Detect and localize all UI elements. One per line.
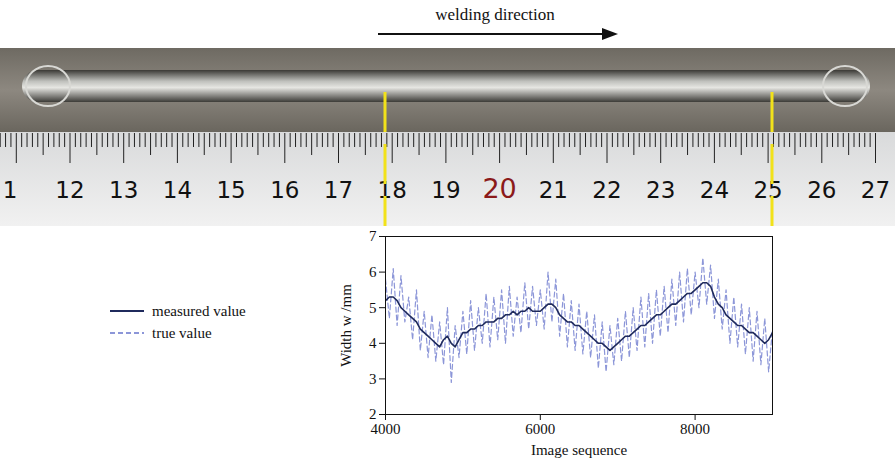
svg-text:27: 27 xyxy=(861,177,890,203)
svg-text:15: 15 xyxy=(216,177,245,203)
svg-text:6000: 6000 xyxy=(525,421,555,437)
html-text:measured value: measured value xyxy=(152,302,246,319)
svg-text:23: 23 xyxy=(646,177,675,203)
svg-text:8000: 8000 xyxy=(680,421,710,437)
svg-text:21: 21 xyxy=(539,177,568,203)
svg-text:3: 3 xyxy=(369,371,377,387)
svg-text:5: 5 xyxy=(369,300,377,316)
svg-text:25: 25 xyxy=(753,177,782,203)
svg-text:19: 19 xyxy=(431,177,460,203)
svg-text:17: 17 xyxy=(324,177,353,203)
svg-text:14: 14 xyxy=(163,177,192,203)
svg-text:4: 4 xyxy=(369,335,377,351)
svg-text:26: 26 xyxy=(807,177,836,203)
svg-text:12: 12 xyxy=(55,177,84,203)
svg-text:6: 6 xyxy=(369,264,377,280)
svg-text:24: 24 xyxy=(700,177,729,203)
svg-text:2: 2 xyxy=(369,406,377,422)
svg-text:1: 1 xyxy=(3,177,18,203)
svg-text:welding direction: welding direction xyxy=(435,5,555,24)
svg-text:16: 16 xyxy=(270,177,299,203)
svg-text:18: 18 xyxy=(378,177,407,203)
svg-text:Image sequence: Image sequence xyxy=(531,442,628,458)
svg-text:4000: 4000 xyxy=(371,421,401,437)
svg-text:20: 20 xyxy=(482,173,516,204)
svg-text:22: 22 xyxy=(592,177,621,203)
svg-text:13: 13 xyxy=(109,177,138,203)
html-text:true value: true value xyxy=(152,324,212,341)
svg-text:Width w /mm: Width w /mm xyxy=(338,284,354,367)
svg-text:7: 7 xyxy=(369,228,377,244)
